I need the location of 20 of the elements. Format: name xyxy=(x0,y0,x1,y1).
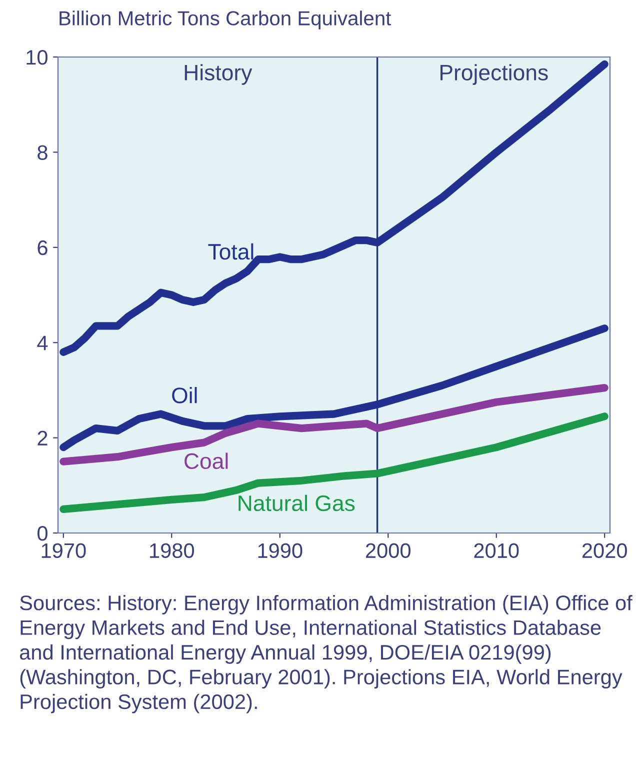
band-label: History xyxy=(184,64,252,85)
y-tick-label: 10 xyxy=(26,50,48,65)
y-tick-label: 8 xyxy=(38,145,48,160)
x-tick-label: 2010 xyxy=(474,543,519,558)
y-tick-label: 6 xyxy=(38,240,48,256)
x-tick-label: 1980 xyxy=(150,543,194,558)
source-note: Sources: History: Energy Information Administration (EIA) Office of Energy Markets and End Use, International Statistics Database and International Energy Annual 1999, DOE/EIA 0219(99) (Washington, DC, February 2001). Projections EIA, World Energy Projection System (2002). xyxy=(20,595,632,714)
x-tick-label: 2020 xyxy=(582,543,627,558)
series-label: Coal xyxy=(184,452,228,470)
x-tick-label: 2000 xyxy=(366,543,410,558)
series-label: Natural Gas xyxy=(238,494,355,512)
x-tick-label: 1970 xyxy=(42,543,86,558)
band-label: Projections xyxy=(440,64,548,85)
series-label: Total xyxy=(208,243,254,260)
y-tick-label: 4 xyxy=(37,336,48,350)
y-tick-label: 2 xyxy=(38,430,48,446)
x-tick-label: 1990 xyxy=(258,543,302,558)
y-tick-label: 0 xyxy=(38,526,48,541)
series-label: Oil xyxy=(172,387,197,404)
y-axis-title: Billion Metric Tons Carbon Equivalent xyxy=(60,10,392,30)
